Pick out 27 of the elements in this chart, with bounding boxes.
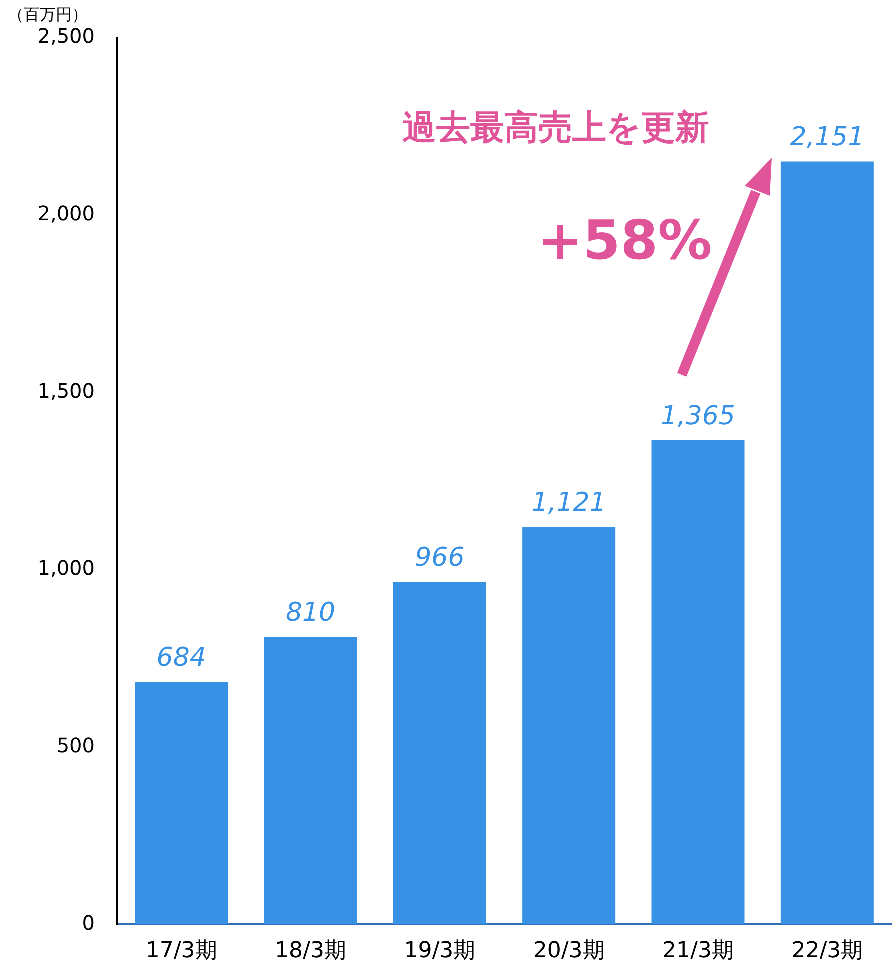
x-tick-label: 19/3期 [404, 938, 476, 964]
y-axis-title: （百万円） [8, 5, 88, 24]
x-tick-label: 22/3期 [792, 938, 864, 964]
data-label: 966 [415, 542, 465, 573]
data-label: 2,151 [790, 122, 865, 153]
y-tick-label: 2,000 [38, 202, 95, 226]
y-tick-label: 500 [56, 733, 95, 758]
annotation: 過去最高売上を更新 [402, 108, 710, 148]
bar [135, 682, 228, 925]
data-label: 1,365 [661, 401, 736, 432]
x-tick-label: 18/3期 [275, 938, 346, 964]
x-tick-label: 20/3期 [533, 938, 605, 964]
y-tick-label: 1,000 [38, 556, 95, 580]
bar [652, 440, 745, 925]
y-tick-label: 0 [82, 910, 95, 935]
x-tick-label: 21/3期 [662, 938, 734, 964]
y-tick-label: 2,500 [38, 24, 95, 48]
data-label: 684 [156, 642, 206, 673]
x-tick-label: 17/3期 [146, 938, 218, 964]
annotation: +58% [538, 209, 712, 272]
data-label: 810 [286, 598, 336, 628]
data-label: 1,121 [532, 488, 606, 518]
bar [264, 637, 358, 925]
bar [522, 527, 616, 925]
y-tick-label: 1,500 [38, 378, 95, 403]
bar [780, 162, 874, 925]
bar [393, 582, 486, 925]
